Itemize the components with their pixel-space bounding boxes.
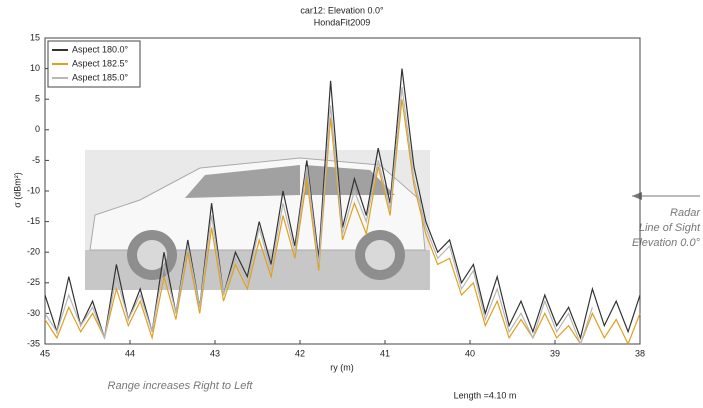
y-tick-label: -25	[27, 277, 40, 287]
y-axis-label: σ (dBm²)	[12, 172, 22, 208]
x-tick-label: 39	[550, 348, 560, 358]
y-tick-label: -5	[32, 155, 40, 165]
annotation: Line of Sight	[639, 222, 701, 234]
x-tick-label: 42	[295, 348, 305, 358]
x-tick-label: 45	[40, 348, 50, 358]
y-tick-label: 0	[35, 124, 40, 134]
series-line	[44, 99, 641, 346]
x-tick-label: 40	[465, 348, 475, 358]
series-line	[44, 86, 593, 346]
x-tick-label: 38	[635, 348, 645, 358]
x-tick-label: 43	[210, 348, 220, 358]
annotation: Elevation 0.0°	[632, 237, 701, 249]
y-tick-label: 15	[30, 32, 40, 42]
legend-label: Aspect 180.0°	[72, 44, 129, 54]
y-tick-label: -35	[27, 338, 40, 348]
car-photo	[85, 150, 430, 290]
y-tick-label: 10	[30, 63, 40, 73]
annotation: Radar	[670, 207, 701, 219]
annotation: Length =4.10 m	[454, 390, 517, 400]
x-tick-label: 41	[380, 348, 390, 358]
legend-label: Aspect 182.5°	[72, 58, 129, 68]
y-tick-label: -10	[27, 185, 40, 195]
legend-label: Aspect 185.0°	[72, 72, 129, 82]
chart-subtitle: HondaFit2009	[314, 17, 371, 27]
y-tick-label: -15	[27, 216, 40, 226]
y-tick-label: -30	[27, 308, 40, 318]
x-tick-label: 44	[125, 348, 135, 358]
y-tick-label: -20	[27, 247, 40, 257]
chart-title: car12: Elevation 0.0°	[300, 5, 384, 15]
annotation: Range increases Right to Left	[108, 380, 254, 392]
x-axis-label: ry (m)	[330, 362, 354, 372]
y-tick-label: 5	[35, 94, 40, 104]
